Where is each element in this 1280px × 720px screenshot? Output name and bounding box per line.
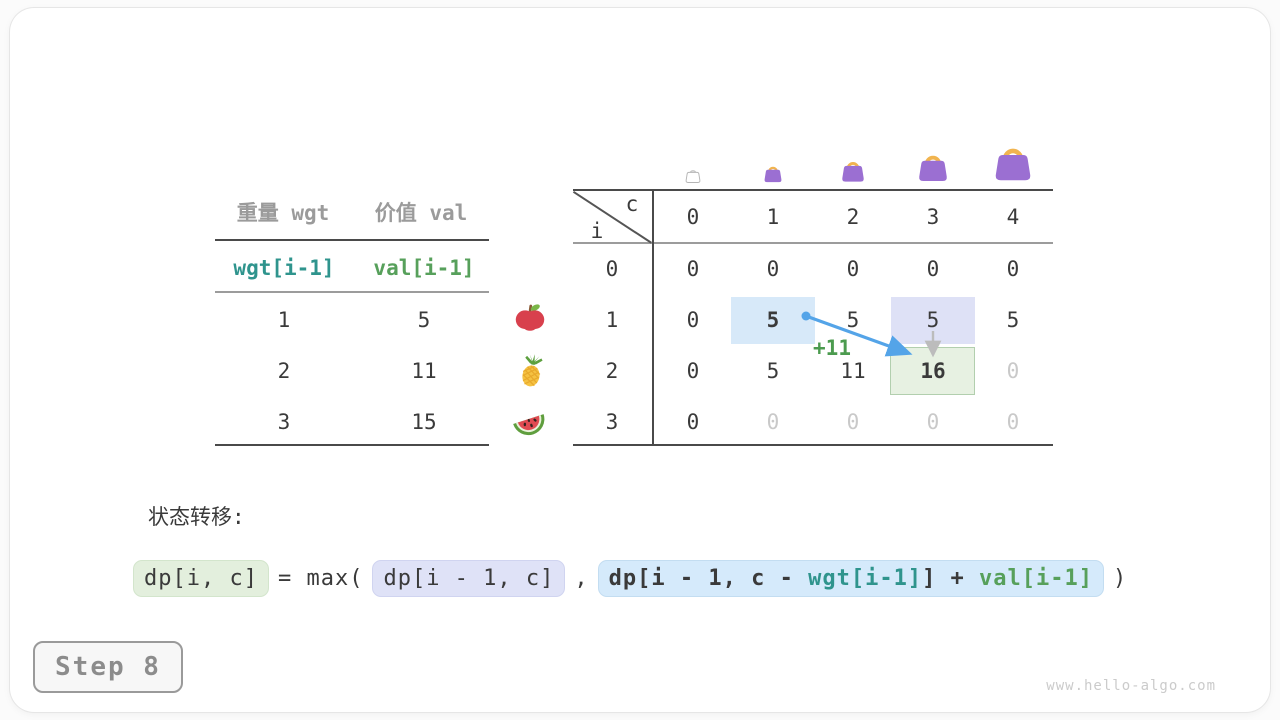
pineapple-icon <box>522 354 543 387</box>
formula-arg2-wgt: wgt[i-1] <box>808 566 923 591</box>
items-cell: 5 <box>417 308 431 332</box>
items-index-divider <box>215 291 489 293</box>
formula-arg2-val: val[i-1] <box>979 566 1094 591</box>
watermelon-icon <box>513 414 545 436</box>
formula-arg1-pill: dp[i - 1, c] <box>372 560 566 597</box>
dp-cell: 0 <box>766 257 780 281</box>
items-index-val: val[i-1] <box>373 256 475 280</box>
dp-row-header: 2 <box>605 359 619 383</box>
dp-corner-col-var: c <box>625 192 639 216</box>
items-header-divider <box>215 239 489 241</box>
items-col-header-wgt: 重量 wgt <box>236 201 330 225</box>
items-index-wgt: wgt[i-1] <box>233 256 335 280</box>
dp-cell: 5 <box>846 308 860 332</box>
dp-cell: 0 <box>1006 410 1020 434</box>
dp-cell: 0 <box>686 257 700 281</box>
bag-icon <box>764 166 782 183</box>
dp-header-divider <box>573 242 1053 244</box>
dp-cell-source: 5 <box>766 308 780 332</box>
bag-icon <box>919 155 947 181</box>
dp-cell: 5 <box>766 359 780 383</box>
dp-cell-source: 5 <box>926 308 940 332</box>
dp-row-header: 1 <box>605 308 619 332</box>
dp-cell: 0 <box>926 257 940 281</box>
formula-comma: , <box>574 566 589 591</box>
formula-arg2-pill: dp[i - 1, c - wgt[i-1]] + val[i-1] <box>597 560 1105 597</box>
dp-index-divider <box>652 189 654 446</box>
dp-cell: 0 <box>686 359 700 383</box>
step-badge: Step 8 <box>33 641 183 693</box>
transition-heading: 状态转移: <box>148 505 245 529</box>
dp-cell: 0 <box>1006 359 1020 383</box>
items-cell: 11 <box>411 359 437 383</box>
items-bottom-divider <box>215 444 489 446</box>
apple-icon <box>515 304 545 331</box>
plus-value-annotation: +11 <box>813 336 851 360</box>
items-cell: 15 <box>411 410 437 434</box>
items-cell: 3 <box>277 410 291 434</box>
empty-bag-icon <box>685 170 701 183</box>
items-cell: 1 <box>277 308 291 332</box>
formula-arg2-mid: ] + <box>922 566 980 591</box>
dp-cell: 0 <box>686 410 700 434</box>
dp-cell: 0 <box>1006 257 1020 281</box>
formula-arg2-prefix: dp[i - 1, c - <box>608 566 809 591</box>
items-col-header-val: 价值 val <box>374 201 468 225</box>
bag-icon <box>995 148 1031 181</box>
dp-cell: 5 <box>1006 308 1020 332</box>
dp-top-border <box>573 189 1053 191</box>
formula-equals-max: = max( <box>277 566 364 591</box>
dp-cell: 11 <box>840 359 866 383</box>
bag-icon <box>842 162 864 182</box>
dp-row-header: 3 <box>605 410 619 434</box>
dp-cell-highlight-blue <box>731 297 815 344</box>
dp-cell: 0 <box>846 410 860 434</box>
dp-row-header: 0 <box>605 257 619 281</box>
formula-close-paren: ) <box>1113 566 1128 591</box>
dp-bottom-border <box>573 444 1053 446</box>
watermark: www.hello-algo.com <box>1046 678 1216 694</box>
dp-col-header: 4 <box>1006 205 1020 229</box>
dp-col-header: 3 <box>926 205 940 229</box>
dp-cell-current: 16 <box>920 359 946 383</box>
dp-cell: 0 <box>846 257 860 281</box>
dp-corner-row-var: i <box>590 219 604 243</box>
dp-col-header: 1 <box>766 205 780 229</box>
transition-formula: dp[i, c] = max( dp[i - 1, c] , dp[i - 1,… <box>133 560 1136 597</box>
figure-card <box>10 8 1270 712</box>
dp-col-header: 2 <box>846 205 860 229</box>
dp-cell: 0 <box>766 410 780 434</box>
formula-lhs-pill: dp[i, c] <box>133 560 269 597</box>
items-cell: 2 <box>277 359 291 383</box>
dp-col-header: 0 <box>686 205 700 229</box>
dp-cell: 0 <box>926 410 940 434</box>
dp-cell: 0 <box>686 308 700 332</box>
